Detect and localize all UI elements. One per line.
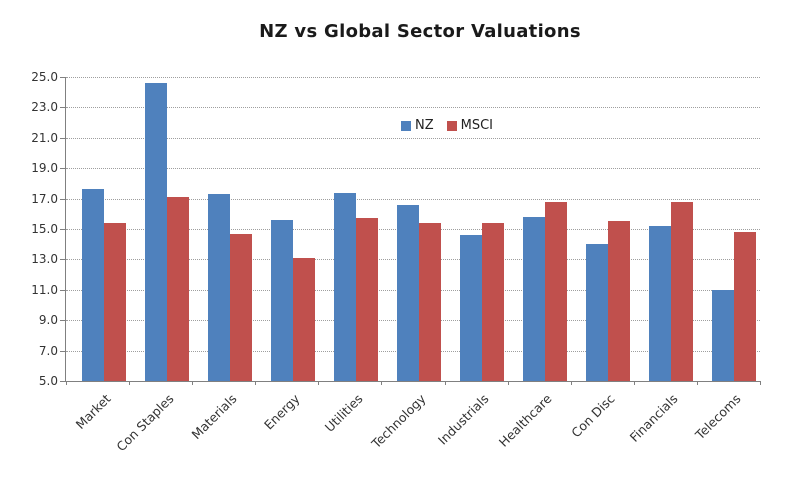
x-axis-tick bbox=[570, 381, 572, 385]
bar-nz-telecoms bbox=[712, 289, 735, 381]
bar-group-market bbox=[66, 77, 129, 381]
x-axis-tick bbox=[129, 381, 131, 385]
bar-group-energy bbox=[255, 77, 318, 381]
legend-item-nz: NZ bbox=[401, 118, 434, 133]
y-axis-tick bbox=[60, 259, 65, 261]
gridline bbox=[66, 137, 760, 139]
x-axis-tick bbox=[381, 381, 383, 385]
y-axis-tick bbox=[60, 381, 65, 382]
legend: NZ MSCI bbox=[401, 118, 493, 133]
x-axis-tick bbox=[66, 381, 67, 385]
x-axis-tick bbox=[192, 381, 194, 385]
bar-nz-energy bbox=[270, 219, 293, 381]
y-axis-label: 15.0 bbox=[31, 222, 58, 236]
y-axis-label: 5.0 bbox=[38, 374, 58, 388]
y-axis-label: 25.0 bbox=[31, 70, 58, 84]
y-axis-label: 7.0 bbox=[38, 343, 58, 358]
plot-area bbox=[60, 77, 761, 385]
y-axis-label: 23.0 bbox=[31, 100, 58, 115]
bar-msci-market bbox=[103, 222, 126, 381]
bar-group-materials bbox=[192, 77, 255, 381]
bar-msci-energy bbox=[292, 257, 315, 381]
bar-msci-con-staples bbox=[166, 197, 189, 381]
bar-nz-utilities bbox=[333, 192, 356, 381]
bar-nz-financials bbox=[649, 225, 672, 381]
bar-nz-materials bbox=[207, 194, 230, 381]
y-axis-tick bbox=[60, 289, 65, 291]
y-axis-label: 9.0 bbox=[38, 313, 58, 328]
x-axis-labels: Market Con Staples Materials Energy Utilitie… bbox=[65, 381, 759, 496]
y-axis-tick bbox=[60, 198, 65, 200]
x-axis-tick bbox=[633, 381, 635, 385]
bar-nz-market bbox=[81, 189, 104, 381]
bar-nz-healthcare bbox=[523, 216, 546, 381]
bar-nz-con-staples bbox=[144, 83, 167, 381]
y-axis-tick bbox=[60, 137, 65, 139]
legend-swatch-msci bbox=[446, 120, 457, 131]
x-axis-tick bbox=[318, 381, 320, 385]
x-axis-tick bbox=[760, 381, 761, 385]
y-axis-tick bbox=[60, 107, 65, 109]
bar-group-telecoms bbox=[697, 77, 760, 381]
bar-group-technology bbox=[381, 77, 444, 381]
bar-group-industrials bbox=[445, 77, 508, 381]
bar-group-financials bbox=[634, 77, 697, 381]
bar-msci-materials bbox=[229, 233, 252, 381]
bar-msci-financials bbox=[671, 201, 694, 381]
gridline bbox=[66, 198, 760, 200]
bar-group-con-staples bbox=[129, 77, 192, 381]
bars-layer bbox=[66, 77, 760, 381]
x-axis-tick bbox=[444, 381, 446, 385]
bar-msci-utilities bbox=[355, 218, 378, 381]
y-axis-label: 13.0 bbox=[31, 252, 58, 267]
x-axis-tick bbox=[696, 381, 698, 385]
bar-group-con-disc bbox=[571, 77, 634, 381]
legend-label-msci: MSCI bbox=[460, 118, 494, 133]
bar-group-utilities bbox=[318, 77, 381, 381]
y-axis-label: 17.0 bbox=[31, 191, 58, 206]
bar-msci-con-disc bbox=[608, 221, 631, 381]
gridline bbox=[66, 107, 760, 109]
bar-msci-industrials bbox=[482, 222, 505, 381]
x-axis-tick bbox=[255, 381, 257, 385]
legend-swatch-nz bbox=[401, 120, 411, 131]
y-axis-tick bbox=[60, 350, 65, 352]
y-axis-tick bbox=[60, 77, 65, 78]
bar-msci-telecoms bbox=[734, 232, 757, 381]
chart-title: NZ vs Global Sector Valuations bbox=[259, 21, 581, 42]
legend-label-nz: NZ bbox=[415, 118, 434, 133]
bar-nz-con-disc bbox=[586, 244, 609, 381]
bar-msci-technology bbox=[419, 222, 442, 381]
bar-nz-technology bbox=[397, 204, 420, 381]
y-axis-tick bbox=[60, 320, 65, 322]
bar-msci-healthcare bbox=[545, 201, 568, 381]
y-axis-labels: 25.0 23.0 21.0 19.0 17.0 15.0 13.0 11.0 9.0 7.0 5.… bbox=[0, 70, 58, 388]
x-axis-tick bbox=[507, 381, 509, 385]
y-axis-label: 11.0 bbox=[31, 282, 58, 297]
legend-item-msci: MSCI bbox=[446, 118, 494, 133]
y-axis-tick bbox=[60, 168, 65, 170]
bar-group-healthcare bbox=[508, 77, 571, 381]
y-axis-label: 19.0 bbox=[31, 161, 58, 176]
y-axis-label: 21.0 bbox=[31, 130, 58, 145]
bar-nz-industrials bbox=[460, 235, 483, 381]
y-axis-tick bbox=[60, 229, 65, 230]
gridline bbox=[66, 77, 760, 78]
gridline bbox=[66, 168, 760, 170]
